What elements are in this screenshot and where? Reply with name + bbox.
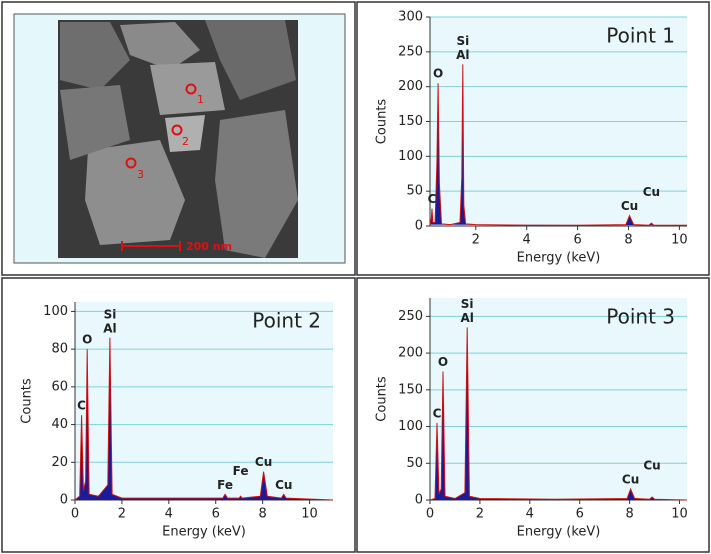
x-axis-label: Energy (keV) bbox=[162, 525, 246, 540]
peak-label: Cu bbox=[643, 458, 660, 472]
particle bbox=[60, 22, 130, 90]
x-tick-label: 0 bbox=[426, 507, 434, 522]
peak-label: Fe bbox=[217, 478, 233, 492]
point-label: 3 bbox=[137, 168, 144, 181]
particle bbox=[205, 20, 296, 100]
x-tick-label: 6 bbox=[212, 507, 220, 522]
y-tick-label: 250 bbox=[398, 309, 423, 324]
y-tick-label: 200 bbox=[398, 79, 423, 94]
plot-area bbox=[430, 298, 687, 500]
particle bbox=[85, 140, 185, 245]
spectrum-area bbox=[429, 64, 687, 226]
point-marker bbox=[171, 124, 183, 136]
y-tick-label: 150 bbox=[398, 114, 423, 129]
spectrum-area bbox=[74, 337, 334, 501]
peak-label: Si bbox=[104, 307, 117, 321]
y-tick-label: 300 bbox=[398, 10, 423, 25]
chart-title: Point 1 bbox=[606, 24, 675, 48]
chart-title: Point 2 bbox=[252, 309, 321, 333]
y-tick-label: 100 bbox=[43, 304, 68, 319]
x-tick-label: 2 bbox=[472, 233, 480, 248]
peak-label: Cu bbox=[643, 185, 660, 199]
x-tick-label: 4 bbox=[165, 507, 173, 522]
peak-label: C bbox=[428, 192, 437, 206]
scale-bar-label: 200 nm bbox=[186, 240, 232, 253]
point-marker bbox=[125, 157, 137, 169]
peak-label: Al bbox=[103, 321, 116, 335]
y-tick-label: 40 bbox=[51, 417, 68, 432]
spectrum-area bbox=[429, 327, 688, 501]
y-tick-label: 150 bbox=[398, 382, 423, 397]
peak-label: Si bbox=[456, 34, 469, 48]
y-tick-label: 50 bbox=[406, 456, 423, 471]
peak-label: Cu bbox=[621, 199, 638, 213]
y-tick-label: 60 bbox=[51, 379, 68, 394]
y-tick-label: 200 bbox=[398, 346, 423, 361]
y-tick-label: 0 bbox=[415, 493, 423, 508]
particle bbox=[120, 22, 200, 70]
peak-label: O bbox=[438, 355, 448, 369]
x-axis-label: Energy (keV) bbox=[517, 251, 601, 266]
x-tick-label: 6 bbox=[576, 507, 584, 522]
peak-label: Si bbox=[461, 297, 474, 311]
particle bbox=[60, 85, 130, 160]
peak-label: Cu bbox=[622, 472, 639, 486]
x-tick-label: 0 bbox=[71, 507, 79, 522]
x-tick-label: 2 bbox=[118, 507, 126, 522]
particle bbox=[215, 110, 298, 258]
y-tick-label: 0 bbox=[415, 219, 423, 234]
peak-label: C bbox=[433, 406, 442, 420]
plot-area bbox=[75, 302, 333, 500]
y-tick-label: 50 bbox=[406, 184, 423, 199]
x-tick-label: 8 bbox=[625, 507, 633, 522]
peak-label: C bbox=[77, 399, 86, 413]
x-axis-label: Energy (keV) bbox=[517, 525, 601, 540]
y-axis-label: Counts bbox=[375, 376, 390, 422]
x-tick-label: 2 bbox=[476, 507, 484, 522]
y-tick-label: 250 bbox=[398, 44, 423, 59]
x-tick-label: 4 bbox=[523, 233, 531, 248]
micrograph: 1 2 3 200 nm bbox=[13, 13, 346, 264]
y-tick-label: 100 bbox=[398, 419, 423, 434]
x-tick-label: 6 bbox=[573, 233, 581, 248]
y-axis-label: Counts bbox=[375, 99, 390, 145]
y-tick-label: 20 bbox=[51, 455, 68, 470]
peak-label: O bbox=[433, 67, 443, 81]
x-tick-label: 4 bbox=[526, 507, 534, 522]
x-tick-label: 10 bbox=[301, 507, 318, 522]
point-label: 1 bbox=[197, 93, 204, 106]
y-tick-label: 100 bbox=[398, 149, 423, 164]
point-marker bbox=[185, 83, 197, 95]
x-tick-label: 10 bbox=[671, 233, 688, 248]
x-tick-label: 8 bbox=[624, 233, 632, 248]
peak-label: Al bbox=[460, 311, 473, 325]
x-tick-label: 10 bbox=[671, 507, 688, 522]
x-tick-label: 8 bbox=[258, 507, 266, 522]
chart-title: Point 3 bbox=[606, 305, 675, 329]
peak-label: Cu bbox=[275, 478, 292, 492]
peak-label: O bbox=[82, 333, 92, 347]
point-label: 2 bbox=[182, 135, 189, 148]
particle bbox=[165, 115, 205, 152]
peak-label: Al bbox=[456, 48, 469, 62]
y-tick-label: 0 bbox=[60, 493, 68, 508]
peak-label: Fe bbox=[233, 464, 249, 478]
y-axis-label: Counts bbox=[20, 378, 35, 424]
y-tick-label: 80 bbox=[51, 342, 68, 357]
peak-label: Cu bbox=[255, 455, 272, 469]
